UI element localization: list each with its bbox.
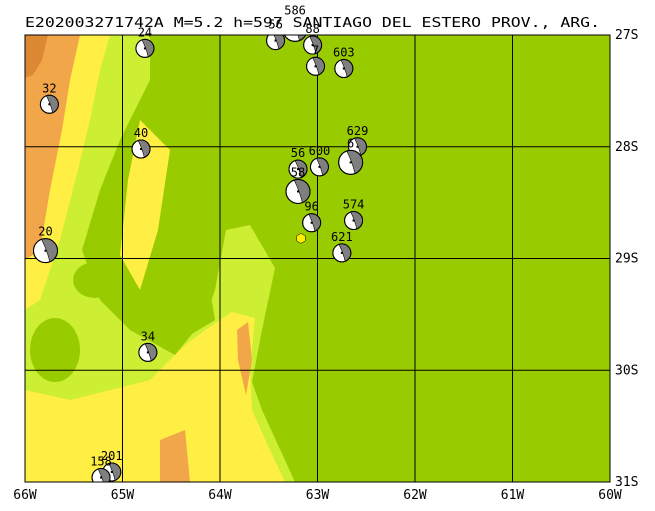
terrain-hills-west — [25, 35, 80, 260]
focal-mechanism-label: 56 — [268, 18, 282, 32]
latitude-labels: 27S 28S 29S 30S 31S — [615, 28, 638, 490]
focal-mechanism-beachball — [332, 243, 352, 263]
latitude-label: 30S — [615, 363, 638, 378]
map-title: E202003271742A M=5.2 h=597 SANTIAGO DEL … — [25, 16, 600, 31]
focal-mechanism-beachball — [135, 38, 155, 58]
longitude-label: 63W — [306, 488, 330, 503]
terrain-hills-south — [160, 430, 190, 482]
focal-mechanism-beachball — [283, 35, 307, 42]
longitude-label: 65W — [111, 488, 135, 503]
focal-mechanism-beachball — [91, 468, 111, 482]
focal-mechanism-label: 24 — [138, 25, 152, 39]
focal-mechanism-beachball — [266, 35, 286, 51]
focal-mechanism-label: 58 — [291, 165, 305, 179]
focal-mechanism-beachball — [131, 139, 151, 159]
focal-mechanism-label: 7 — [312, 43, 319, 57]
focal-mechanism-label: 34 — [141, 329, 155, 343]
latitude-label: 31S — [615, 475, 638, 490]
terrain-lowland-basin-2 — [30, 318, 80, 382]
latitude-label: 28S — [615, 140, 638, 155]
terrain-hills-east — [237, 322, 252, 395]
latitude-label: 29S — [615, 252, 638, 267]
longitude-label: 60W — [598, 488, 622, 503]
latitude-label: 27S — [615, 28, 638, 43]
longitude-label: 62W — [403, 488, 427, 503]
focal-mechanism-label: 629 — [347, 124, 369, 138]
focal-mechanism-label: 621 — [331, 230, 353, 244]
focal-mechanism-beachball — [344, 211, 364, 231]
terrain-lowland-basin-3 — [150, 290, 215, 345]
focal-mechanism-beachball — [288, 159, 308, 179]
focal-mechanism-label: 586 — [284, 3, 306, 17]
focal-mechanism-label: 574 — [343, 198, 365, 212]
focal-mechanism-beachball — [309, 157, 329, 177]
focal-mechanism-beachball — [303, 35, 323, 55]
map-frame — [24, 34, 611, 483]
longitude-label: 64W — [208, 488, 232, 503]
focal-mechanism-beachball — [39, 94, 59, 114]
focal-mechanism-label: 600 — [309, 144, 331, 158]
focal-mechanism-beachball — [32, 238, 58, 264]
focal-mechanism-label: 32 — [42, 81, 56, 95]
focal-mechanism-label: 201 — [101, 449, 123, 463]
longitude-labels: 66W 65W 64W 63W 62W 61W 60W — [13, 488, 622, 503]
focal-mechanism-beachball — [306, 56, 326, 76]
focal-mechanism-beachball — [285, 178, 311, 204]
longitude-label: 61W — [501, 488, 525, 503]
focal-mechanism-label: 96 — [304, 200, 318, 214]
focal-mechanism-label: 158 — [90, 455, 112, 469]
focal-mechanism-label: 88 — [305, 22, 319, 36]
terrain-mountain-northwest — [25, 35, 48, 78]
focal-mechanism-label: 603 — [333, 46, 355, 60]
terrain-lowland-basin-1 — [73, 262, 117, 298]
focal-mechanisms — [32, 35, 367, 482]
focal-mechanism-beachball — [338, 149, 364, 175]
epicenter-marker — [296, 233, 306, 244]
focal-mechanism-beachball — [138, 342, 158, 362]
focal-mechanism-beachball — [334, 59, 354, 79]
focal-mechanism-label: 56 — [291, 146, 305, 160]
focal-mechanism-label: 40 — [134, 126, 148, 140]
terrain-upland-ridge — [120, 120, 170, 290]
focal-mechanism-label: 6 — [347, 136, 354, 150]
longitude-label: 66W — [13, 488, 37, 503]
focal-mechanism-beachball — [302, 213, 322, 233]
focal-mechanism-label: 20 — [38, 225, 52, 239]
